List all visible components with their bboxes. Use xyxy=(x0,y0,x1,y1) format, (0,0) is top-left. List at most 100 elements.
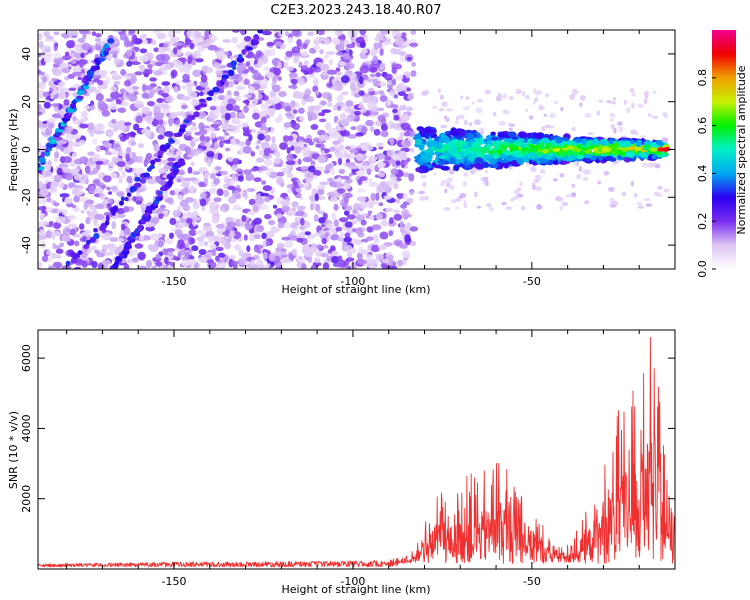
heatmap-cell xyxy=(359,142,370,147)
track-point xyxy=(98,57,106,62)
heatmap-cell xyxy=(109,50,119,55)
heatmap-cell xyxy=(562,137,568,141)
heatmap-cell xyxy=(87,86,97,93)
heatmap-cell xyxy=(90,246,97,251)
heatmap-cell xyxy=(574,139,583,143)
heatmap-cell xyxy=(164,256,169,265)
heatmap-cell xyxy=(399,104,407,111)
track-point xyxy=(78,90,85,95)
heatmap-cell xyxy=(339,144,344,150)
heatmap-cell xyxy=(643,98,648,105)
heatmap-cell xyxy=(530,139,538,144)
heatmap-cell xyxy=(584,112,592,118)
heatmap-cell xyxy=(460,95,464,100)
heatmap-cell xyxy=(344,232,351,238)
heatmap-cell xyxy=(181,187,189,195)
heatmap-cell xyxy=(475,107,483,114)
heatmap-cell xyxy=(43,101,51,109)
track-point xyxy=(237,53,243,60)
spectrogram-y-label: Frequency (Hz) xyxy=(7,109,20,192)
heatmap-cell xyxy=(243,169,252,175)
heatmap-cell xyxy=(297,158,302,165)
heatmap-cell xyxy=(47,122,55,129)
heatmap-cell xyxy=(375,72,382,78)
heatmap-cell xyxy=(507,131,517,138)
heatmap-cell xyxy=(117,237,124,242)
heatmap-cell xyxy=(157,118,164,125)
heatmap-cell xyxy=(160,204,166,209)
heatmap-cell xyxy=(642,146,651,151)
heatmap-cell xyxy=(242,122,249,128)
heatmap-cell xyxy=(337,105,342,111)
heatmap-cell xyxy=(400,203,407,209)
heatmap-cell xyxy=(572,89,579,95)
heatmap-cell xyxy=(135,200,143,205)
heatmap-cell xyxy=(103,252,114,256)
heatmap-cell xyxy=(516,158,525,166)
track-point xyxy=(86,239,91,245)
heatmap-cell xyxy=(630,180,635,187)
heatmap-cell xyxy=(199,192,208,199)
heatmap-cell xyxy=(330,167,335,176)
heatmap-cell xyxy=(130,61,141,66)
heatmap-cell xyxy=(543,113,548,117)
track-point xyxy=(105,214,110,222)
heatmap-cell xyxy=(95,186,103,194)
heatmap-cell xyxy=(243,234,248,241)
heatmap-cell xyxy=(557,196,564,202)
heatmap-cell xyxy=(312,67,322,73)
track-point xyxy=(221,74,230,80)
heatmap-cell xyxy=(57,140,67,145)
heatmap-cell xyxy=(234,244,242,251)
heatmap-cell xyxy=(584,158,591,163)
heatmap-cell xyxy=(285,50,293,57)
heatmap-cell xyxy=(559,152,567,158)
track-point xyxy=(157,150,164,156)
track-point xyxy=(124,196,129,202)
heatmap-cell xyxy=(485,181,489,186)
heatmap-cell xyxy=(192,35,198,45)
heatmap-cell xyxy=(324,232,330,237)
heatmap-cell xyxy=(252,54,260,60)
heatmap-cell xyxy=(101,259,112,266)
heatmap-cell xyxy=(559,173,565,178)
heatmap-cell xyxy=(317,129,326,136)
heatmap-cell xyxy=(562,160,571,164)
heatmap-cell xyxy=(393,209,400,215)
heatmap-cell xyxy=(53,157,59,163)
heatmap-cell xyxy=(125,153,131,162)
heatmap-cell xyxy=(345,107,353,114)
heatmap-cell xyxy=(536,204,542,210)
heatmap-cell xyxy=(125,49,133,57)
heatmap-cell xyxy=(550,139,557,145)
heatmap-cell xyxy=(639,135,647,139)
heatmap-cell xyxy=(340,175,351,180)
heatmap-cell xyxy=(158,213,164,219)
heatmap-cell xyxy=(534,90,541,96)
heatmap-cell xyxy=(57,167,63,176)
heatmap-cell xyxy=(166,264,172,269)
heatmap-cell xyxy=(148,68,153,75)
heatmap-cell xyxy=(572,126,576,132)
heatmap-cell xyxy=(161,81,171,86)
heatmap-cell xyxy=(326,223,334,229)
heatmap-cell xyxy=(38,142,42,147)
heatmap-cell xyxy=(343,236,352,243)
heatmap-cell xyxy=(328,58,333,66)
heatmap-cell xyxy=(265,231,275,239)
heatmap-cell xyxy=(95,145,101,153)
heatmap-cell xyxy=(219,170,228,176)
track-point xyxy=(159,144,167,152)
heatmap-cell xyxy=(623,140,631,148)
heatmap-cell xyxy=(364,35,369,43)
heatmap-cell xyxy=(636,202,643,206)
heatmap-cell xyxy=(297,77,305,86)
heatmap-cell xyxy=(409,42,419,47)
heatmap-cell xyxy=(346,250,353,259)
heatmap-cell xyxy=(465,96,470,100)
heatmap-cell xyxy=(169,112,178,119)
heatmap-cell xyxy=(166,248,176,252)
heatmap-cell xyxy=(123,39,131,48)
heatmap-cell xyxy=(229,179,236,186)
heatmap-cell xyxy=(102,232,112,241)
